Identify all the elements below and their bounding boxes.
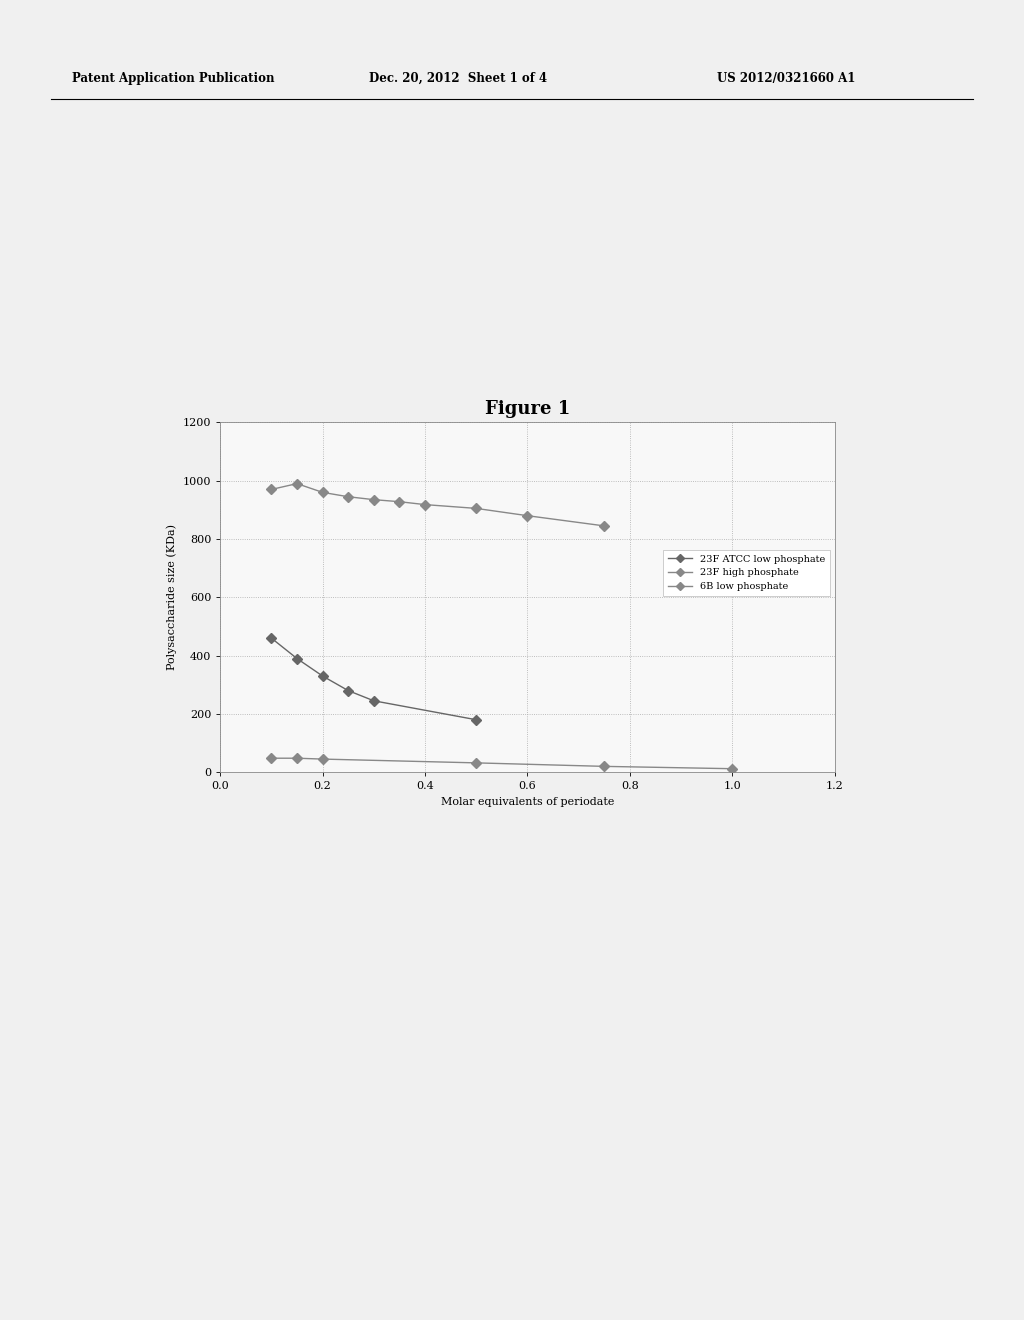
23F ATCC low phosphate bbox=[470, 711, 482, 727]
6B low phosphate bbox=[598, 517, 610, 533]
Text: Patent Application Publication: Patent Application Publication bbox=[72, 71, 274, 84]
23F high phosphate bbox=[598, 759, 610, 775]
23F ATCC low phosphate bbox=[342, 682, 354, 698]
Text: US 2012/0321660 A1: US 2012/0321660 A1 bbox=[717, 71, 855, 84]
23F high phosphate bbox=[726, 760, 738, 776]
6B low phosphate bbox=[393, 494, 406, 510]
6B low phosphate bbox=[291, 475, 303, 491]
Legend: 23F ATCC low phosphate, 23F high phosphate, 6B low phosphate: 23F ATCC low phosphate, 23F high phospha… bbox=[663, 549, 829, 597]
23F ATCC low phosphate bbox=[265, 630, 278, 645]
Text: Dec. 20, 2012  Sheet 1 of 4: Dec. 20, 2012 Sheet 1 of 4 bbox=[369, 71, 547, 84]
6B low phosphate bbox=[316, 484, 329, 500]
Line: 6B low phosphate: 6B low phosphate bbox=[268, 480, 607, 529]
X-axis label: Molar equivalents of periodate: Molar equivalents of periodate bbox=[440, 797, 614, 807]
6B low phosphate bbox=[470, 500, 482, 516]
Y-axis label: Polysaccharide size (KDa): Polysaccharide size (KDa) bbox=[167, 524, 177, 671]
23F ATCC low phosphate bbox=[316, 668, 329, 684]
23F high phosphate bbox=[316, 751, 329, 767]
23F high phosphate bbox=[470, 755, 482, 771]
Line: 23F high phosphate: 23F high phosphate bbox=[268, 755, 735, 772]
6B low phosphate bbox=[419, 496, 431, 512]
Line: 23F ATCC low phosphate: 23F ATCC low phosphate bbox=[268, 635, 479, 723]
23F ATCC low phosphate bbox=[291, 651, 303, 667]
6B low phosphate bbox=[521, 508, 534, 524]
23F ATCC low phosphate bbox=[368, 693, 380, 709]
23F high phosphate bbox=[291, 750, 303, 766]
6B low phosphate bbox=[342, 488, 354, 504]
6B low phosphate bbox=[265, 482, 278, 498]
Title: Figure 1: Figure 1 bbox=[484, 400, 570, 418]
6B low phosphate bbox=[368, 492, 380, 508]
23F high phosphate bbox=[265, 750, 278, 766]
